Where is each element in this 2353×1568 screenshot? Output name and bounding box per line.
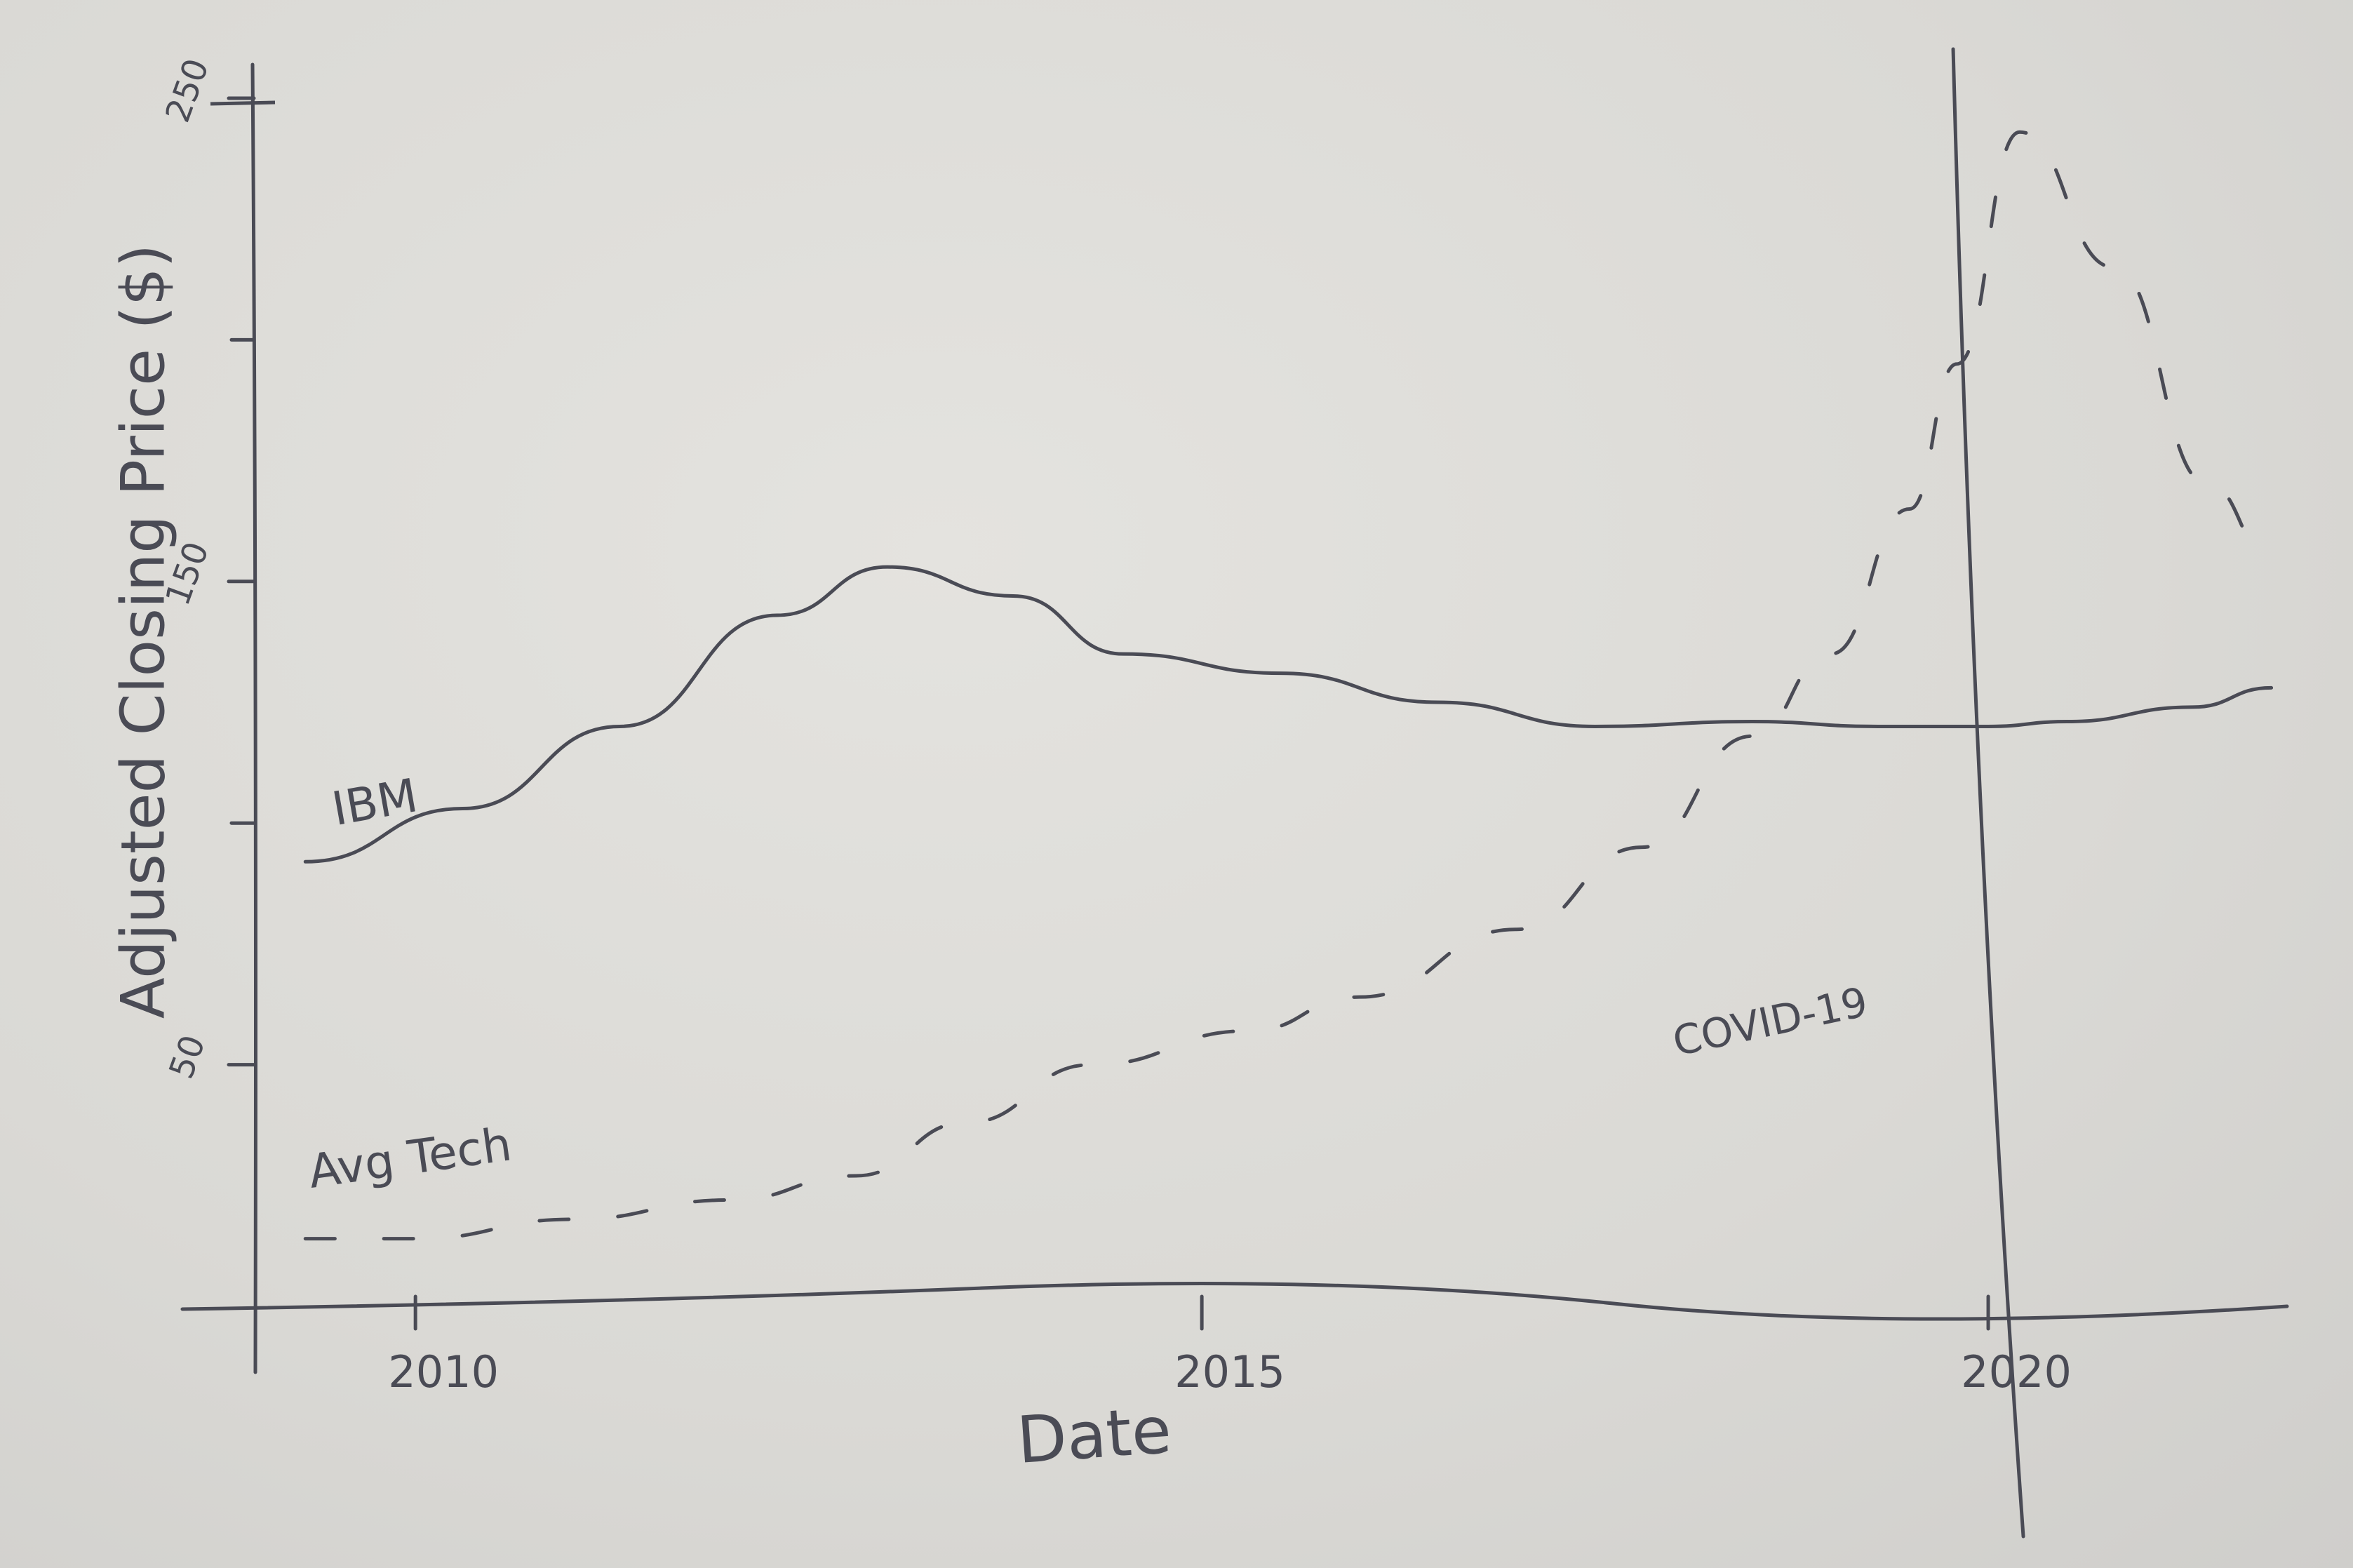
y-tick-label-250: 250 xyxy=(158,53,217,127)
x-axis-line xyxy=(180,1282,2289,1321)
series-line-1 xyxy=(303,130,2274,1241)
x-axis-title: Date xyxy=(1014,1393,1174,1478)
series-line-0 xyxy=(303,565,2274,864)
series-label-avg-tech: Avg Tech xyxy=(305,1117,515,1199)
y-axis-title: Adjusted Closing Price ($) xyxy=(108,244,178,1019)
y-axis-line xyxy=(250,62,257,1374)
x-tick-label-2010: 2010 xyxy=(388,1346,499,1398)
annotation-label-0: COVID-19 xyxy=(1669,978,1872,1066)
x-tick-label-2020: 2020 xyxy=(1961,1346,2072,1398)
x-tick-label-2015: 2015 xyxy=(1174,1346,1285,1398)
y-tick-label-50: 50 xyxy=(161,1030,213,1084)
axes-layer xyxy=(180,47,2289,1539)
series-label-ibm: IBM xyxy=(328,768,422,836)
y-axis-top-cap xyxy=(210,100,276,106)
series-layer xyxy=(303,130,2274,1241)
annotation-line-0 xyxy=(1951,47,2025,1539)
